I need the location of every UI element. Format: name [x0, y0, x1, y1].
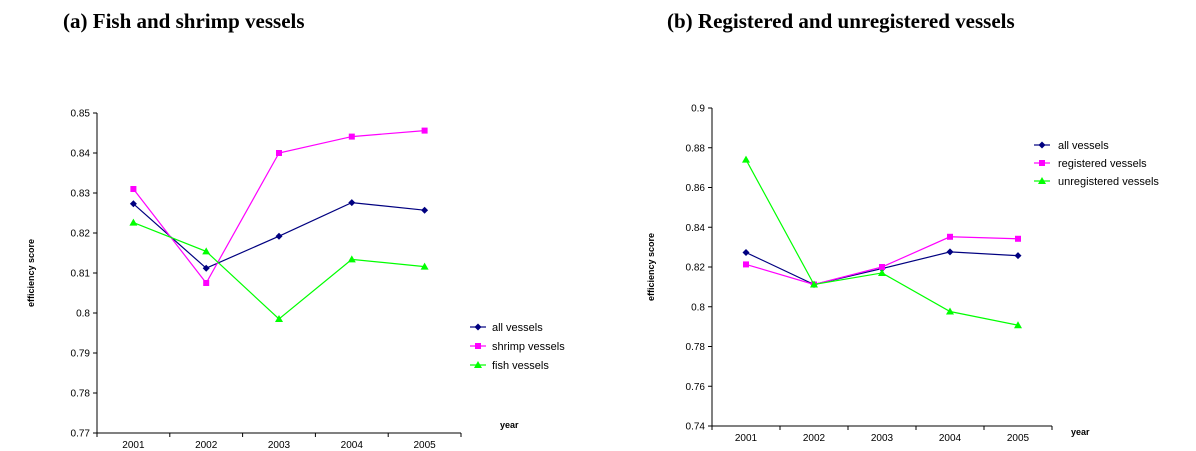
chart-a-y-tick-label: 0.82 [71, 229, 91, 240]
chart-a-x-tick-label: 2001 [122, 440, 145, 451]
chart-a-x-tick-label: 2002 [195, 440, 218, 451]
chart-b-legend-registered-vessels-label: registered vessels [1058, 158, 1147, 170]
chart-b-series-registered-vessels-point [1015, 235, 1021, 242]
chart-a-legend-shrimp-vessels-marker [475, 343, 481, 349]
chart-b-y-tick-label: 0.76 [686, 382, 706, 393]
chart-b-y-tick-label: 0.8 [691, 302, 705, 313]
chart-b-y-tick-label: 0.86 [686, 183, 706, 194]
chart-a-series-shrimp-vessels-point [203, 280, 210, 286]
chart-b-series-registered-vessels-point [879, 264, 885, 270]
chart-a-y-tick-label: 0.85 [71, 109, 91, 120]
chart-b-series-unregistered-vessels-line [745, 159, 1019, 326]
chart-b-legend-unregistered-vessels-label: unregistered vessels [1058, 176, 1159, 188]
chart-a-title: (a) Fish and shrimp vessels [63, 9, 305, 33]
chart-a-series-all-vessels-point [421, 206, 429, 214]
chart-a-x-tick-label: 2005 [413, 440, 436, 451]
chart-a-x-tick-label: 2004 [341, 440, 364, 451]
chart-a-y-tick-label: 0.81 [71, 269, 91, 280]
chart-a-series-all-vessels-point [348, 199, 356, 207]
chart-b-x-tick-label: 2005 [1007, 433, 1030, 444]
chart-a-series-shrimp-vessels-point [348, 133, 355, 140]
chart-b-series-unregistered-vessels-point [810, 280, 818, 288]
chart-a-legend-shrimp-vessels-label: shrimp vessels [492, 341, 565, 353]
chart-a-y-tick-label: 0.78 [71, 389, 91, 400]
chart-b-series-unregistered-vessels-point [1014, 321, 1022, 329]
chart-b-legend-registered-vessels-marker [1039, 160, 1045, 166]
chart-a-series-fish-vessels-point [347, 255, 356, 263]
chart-a-series-all-vessels-point [202, 264, 210, 272]
chart-b-y-tick-label: 0.88 [686, 143, 706, 154]
chart-a-legend-all-vessels-marker [474, 323, 482, 331]
chart-a-y-tick-label: 0.8 [76, 309, 90, 320]
chart-a-series-fish-vessels-point [129, 218, 138, 226]
chart-b-series-all-vessels-point [1014, 252, 1022, 260]
chart-a-series-shrimp-vessels-point [130, 186, 137, 192]
chart-b-x-tick-label: 2002 [803, 433, 826, 444]
chart-a-legend-all-vessels-label: all vessels [492, 322, 543, 334]
chart-b-legend-all-vessels-label: all vessels [1058, 140, 1109, 152]
chart-a-series-all-vessels-point [275, 232, 283, 240]
chart-a-series-all-vessels-point [129, 200, 137, 208]
chart-b-series-unregistered-vessels-point [742, 155, 750, 163]
chart-b-y-tick-label: 0.82 [686, 263, 706, 274]
chart-b-series-all-vessels-point [946, 248, 954, 256]
chart-b-series-registered-vessels-point [947, 233, 953, 240]
chart-a-legend-fish-vessels-label: fish vessels [492, 360, 549, 372]
chart-a-y-axis-label: efficiency score [26, 239, 36, 307]
chart-b-x-tick-label: 2003 [871, 433, 894, 444]
chart-a-series-fish-vessels-point [202, 247, 211, 255]
chart-a-series-fish-vessels-point [275, 315, 283, 322]
chart-b-y-tick-label: 0.78 [686, 342, 706, 353]
chart-b-y-tick-label: 0.74 [686, 422, 706, 433]
chart-a-y-tick-label: 0.83 [71, 189, 91, 200]
chart-b-legend-unregistered-vessels-marker [1038, 177, 1046, 184]
chart-b-y-axis-label: efficiency score [646, 233, 656, 301]
chart-b-series-unregistered-vessels-point [946, 307, 954, 315]
chart-b-series-registered-vessels-point [743, 261, 749, 268]
chart-a-y-tick-label: 0.77 [71, 429, 91, 440]
chart-a-series-shrimp-vessels-point [276, 150, 282, 156]
chart-b-title: (b) Registered and unregistered vessels [667, 9, 1015, 33]
chart-b-legend-all-vessels-marker [1038, 141, 1046, 149]
chart-b-series-all-vessels-point [742, 248, 750, 256]
chart-a-series-fish-vessels-point [420, 262, 429, 270]
chart-a-legend-fish-vessels-marker [474, 361, 482, 368]
chart-b-x-axis-label: year [1071, 427, 1090, 437]
chart-a-y-tick-label: 0.84 [71, 149, 91, 160]
chart-b-series-registered-vessels-line [745, 236, 1019, 286]
chart-a-x-axis-label: year [500, 420, 519, 430]
chart-b-x-tick-label: 2001 [735, 433, 758, 444]
chart-b-x-tick-label: 2004 [939, 433, 962, 444]
chart-b-y-tick-label: 0.84 [686, 223, 706, 234]
chart-a-x-tick-label: 2003 [268, 440, 291, 451]
chart-b-y-tick-label: 0.9 [691, 104, 705, 115]
chart-a-y-tick-label: 0.79 [71, 349, 91, 360]
chart-a-series-shrimp-vessels-point [421, 127, 428, 134]
chart-b-series-unregistered-vessels-point [878, 268, 886, 276]
